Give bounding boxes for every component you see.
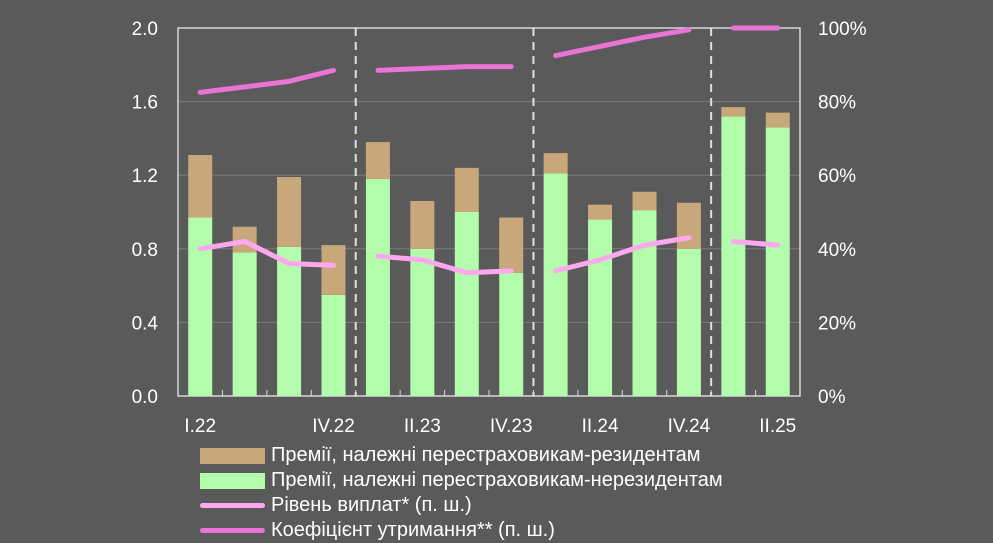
y-left-tick-label: 1.6	[132, 93, 158, 114]
x-tick-label: II.25	[759, 416, 796, 437]
y-left-tick-label: 0.8	[132, 240, 158, 261]
bar-residents	[365, 142, 390, 179]
line-payout-level	[375, 253, 514, 276]
bar-nonresidents	[365, 178, 390, 396]
bar-nonresidents	[499, 272, 524, 396]
bar-residents	[721, 107, 746, 117]
bar-nonresidents	[232, 252, 257, 396]
bar-nonresidents	[721, 116, 746, 396]
line-retention-coefficient	[553, 27, 692, 59]
bar-nonresidents	[543, 173, 568, 396]
bar-residents	[277, 177, 302, 247]
x-tick-label: I.22	[184, 416, 216, 437]
legend-item-retention: Коефіцієнт утримання** (п. ш.)	[200, 518, 723, 543]
bar-nonresidents	[676, 248, 701, 396]
line-retention-coefficient	[375, 64, 514, 73]
bar-nonresidents	[410, 248, 435, 396]
y-right-tick-label: 40%	[818, 240, 856, 261]
y-right-tick-label: 20%	[818, 313, 856, 334]
bar-residents	[676, 202, 701, 249]
bar-residents	[765, 112, 790, 128]
line-payout-level	[553, 235, 692, 274]
x-tick-label: IV.24	[668, 416, 711, 437]
y-left-tick-label: 0.0	[132, 387, 158, 408]
x-tick-label: IV.22	[312, 416, 355, 437]
legend-label: Коефіцієнт утримання** (п. ш.)	[271, 519, 555, 541]
legend-label: Рівень виплат* (п. ш.)	[271, 494, 472, 516]
bar-residents	[499, 217, 524, 273]
y-left-tick-label: 1.2	[132, 166, 158, 187]
legend-line	[200, 528, 265, 533]
bar-residents	[632, 191, 657, 211]
bar-nonresidents	[188, 217, 213, 396]
x-tick-label: IV.23	[490, 416, 533, 437]
line-retention-coefficient	[197, 67, 336, 95]
legend-item-payout-level: Рівень виплат* (п. ш.)	[200, 493, 723, 518]
legend-label: Премії, належні перестраховикам-нерезиде…	[271, 469, 723, 491]
bar-residents	[410, 200, 435, 249]
bar-residents	[588, 204, 613, 220]
x-tick-label: II.24	[582, 416, 619, 437]
x-tick-label: II.23	[404, 416, 441, 437]
bar-nonresidents	[588, 219, 613, 396]
legend-item-nonresidents: Премії, належні перестраховикам-нерезиде…	[200, 468, 723, 493]
bar-residents	[188, 154, 213, 218]
legend-swatch	[200, 472, 265, 489]
y-left-tick-label: 0.4	[132, 313, 159, 334]
y-right-tick-label: 80%	[818, 93, 856, 114]
y-right-tick-label: 100%	[818, 19, 867, 40]
line-payout-level	[730, 238, 781, 248]
line-payout-level	[197, 238, 336, 268]
bar-nonresidents	[321, 294, 346, 396]
legend-line	[200, 503, 265, 508]
y-right-tick-label: 60%	[818, 166, 856, 187]
bar-residents	[454, 167, 479, 212]
bar-nonresidents	[632, 210, 657, 396]
y-right-tick-label: 0%	[818, 387, 846, 408]
bar-residents	[321, 245, 346, 295]
bar-nonresidents	[454, 212, 479, 396]
legend-swatch	[200, 447, 265, 464]
y-left-tick-label: 2.0	[132, 19, 158, 40]
legend-label: Премії, належні перестраховикам-резидент…	[271, 444, 701, 466]
bar-nonresidents	[765, 127, 790, 397]
bar-residents	[543, 153, 568, 174]
legend: Премії, належні перестраховикам-резидент…	[200, 443, 723, 543]
bar-nonresidents	[277, 246, 302, 396]
legend-item-residents: Премії, належні перестраховикам-резидент…	[200, 443, 723, 468]
